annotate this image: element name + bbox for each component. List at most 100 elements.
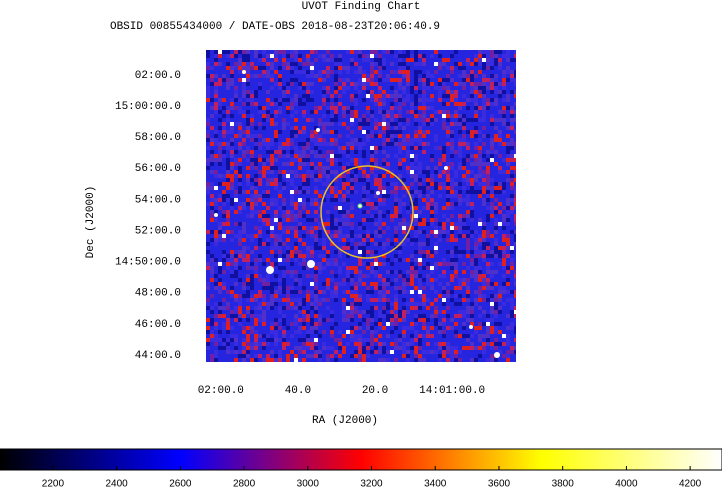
image-pixel xyxy=(238,254,242,258)
image-pixel xyxy=(306,230,310,234)
image-pixel xyxy=(462,186,466,190)
image-pixel xyxy=(262,298,266,302)
image-pixel xyxy=(242,90,246,94)
image-pixel xyxy=(398,86,402,90)
image-pixel xyxy=(326,278,330,282)
image-pixel xyxy=(498,130,502,134)
image-pixel xyxy=(378,262,382,266)
image-pixel xyxy=(298,262,302,266)
image-pixel xyxy=(474,302,478,306)
image-pixel xyxy=(430,54,434,58)
image-pixel xyxy=(250,154,254,158)
image-pixel xyxy=(258,242,262,246)
image-pixel xyxy=(378,278,382,282)
image-pixel xyxy=(330,242,334,246)
image-pixel xyxy=(346,214,350,218)
image-pixel xyxy=(358,274,362,278)
image-pixel xyxy=(314,314,318,318)
image-pixel xyxy=(242,282,246,286)
image-pixel xyxy=(466,246,470,250)
image-pixel xyxy=(370,94,374,98)
image-pixel xyxy=(486,54,490,58)
image-pixel xyxy=(450,138,454,142)
image-pixel xyxy=(430,214,434,218)
image-pixel xyxy=(310,50,314,54)
image-pixel xyxy=(482,258,486,262)
image-pixel xyxy=(246,350,250,354)
image-pixel xyxy=(442,302,446,306)
image-pixel xyxy=(270,250,274,254)
image-pixel xyxy=(386,94,390,98)
image-pixel xyxy=(510,106,514,110)
image-pixel xyxy=(322,166,326,170)
image-pixel xyxy=(466,194,470,198)
image-pixel xyxy=(478,82,482,86)
image-pixel xyxy=(290,150,294,154)
image-pixel xyxy=(354,334,358,338)
image-pixel xyxy=(502,86,506,90)
image-pixel xyxy=(450,54,454,58)
image-pixel xyxy=(502,90,506,94)
image-pixel xyxy=(226,166,230,170)
image-pixel xyxy=(386,242,390,246)
image-pixel xyxy=(282,290,286,294)
image-pixel xyxy=(418,230,422,234)
image-pixel xyxy=(442,230,446,234)
image-pixel xyxy=(310,170,314,174)
image-pixel xyxy=(326,106,330,110)
image-pixel xyxy=(390,118,394,122)
image-pixel xyxy=(418,210,422,214)
image-pixel xyxy=(386,302,390,306)
image-pixel xyxy=(222,78,226,82)
image-pixel xyxy=(446,90,450,94)
image-pixel xyxy=(426,250,430,254)
image-pixel xyxy=(406,210,410,214)
image-pixel xyxy=(410,238,414,242)
image-pixel xyxy=(234,50,238,54)
image-pixel xyxy=(210,154,214,158)
image-pixel xyxy=(222,142,226,146)
image-pixel xyxy=(286,214,290,218)
image-pixel xyxy=(418,302,422,306)
image-pixel xyxy=(366,178,370,182)
image-pixel xyxy=(458,314,462,318)
image-pixel xyxy=(446,66,450,70)
image-pixel xyxy=(454,286,458,290)
image-pixel xyxy=(302,206,306,210)
image-pixel xyxy=(358,338,362,342)
y-tick-label: 48:00.0 xyxy=(135,288,181,300)
image-pixel xyxy=(286,358,290,362)
image-pixel xyxy=(474,190,478,194)
image-pixel xyxy=(310,322,314,326)
image-pixel xyxy=(370,90,374,94)
image-pixel xyxy=(466,130,470,134)
image-pixel xyxy=(446,202,450,206)
image-pixel xyxy=(494,342,498,346)
image-pixel xyxy=(258,254,262,258)
image-pixel xyxy=(290,138,294,142)
image-pixel xyxy=(418,130,422,134)
image-pixel xyxy=(430,210,434,214)
image-pixel xyxy=(270,66,274,70)
image-pixel xyxy=(246,266,250,270)
image-pixel xyxy=(466,298,470,302)
image-pixel xyxy=(410,274,414,278)
image-pixel xyxy=(502,78,506,82)
image-pixel xyxy=(398,318,402,322)
image-pixel xyxy=(482,74,486,78)
image-pixel xyxy=(258,218,262,222)
image-pixel xyxy=(498,286,502,290)
image-pixel xyxy=(282,282,286,286)
image-pixel xyxy=(250,298,254,302)
image-pixel xyxy=(314,130,318,134)
image-pixel xyxy=(434,218,438,222)
image-pixel xyxy=(398,314,402,318)
image-pixel xyxy=(374,194,378,198)
image-pixel xyxy=(442,318,446,322)
image-pixel xyxy=(490,206,494,210)
image-pixel xyxy=(498,66,502,70)
image-pixel xyxy=(490,90,494,94)
image-pixel xyxy=(362,122,366,126)
image-pixel xyxy=(438,274,442,278)
image-pixel xyxy=(270,218,274,222)
